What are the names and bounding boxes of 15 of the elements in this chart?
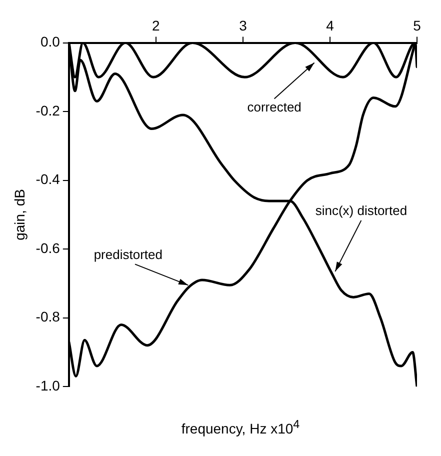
annotation: sinc(x) distorted	[315, 203, 408, 218]
y-tick-label: -0.6	[36, 240, 60, 256]
y-tick-label: -0.4	[36, 171, 60, 188]
x-tick-label: 3	[239, 17, 248, 34]
y-tick-label: -0.8	[36, 308, 60, 325]
y-tick-label: 0.0	[40, 34, 60, 50]
annotation: predistorted	[94, 246, 162, 262]
x-axis-title: frequency, Hz x10$^{4}$	[180, 418, 301, 437]
x-tick-label: 4	[326, 17, 334, 34]
y-axis-title: gain, dB	[11, 189, 28, 240]
y-tick-label: -0.2	[36, 102, 60, 118]
x-tick-label: 2	[152, 17, 160, 34]
x-tick-label: 5	[413, 17, 422, 34]
annotation: corrected	[247, 99, 302, 114]
y-tick-label: -1.0	[36, 377, 60, 394]
